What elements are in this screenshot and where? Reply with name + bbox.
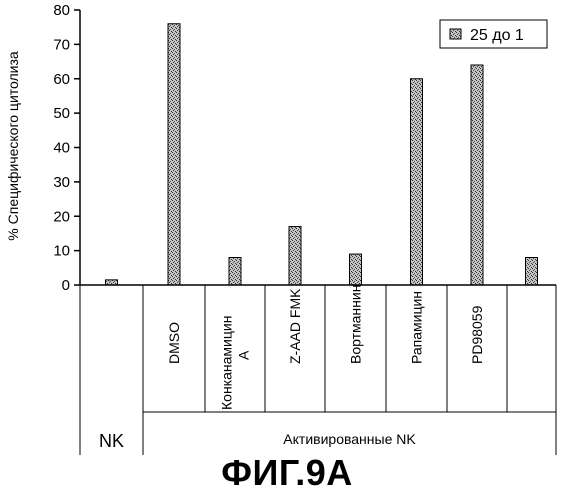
y-tick-label: 0 (62, 277, 70, 294)
bar (411, 79, 423, 285)
y-tick-label: 80 (53, 2, 70, 19)
group-label: Активированные NK (283, 431, 416, 447)
y-tick-label: 60 (53, 71, 70, 88)
bar (168, 24, 180, 285)
category-label: Вортманнин (348, 285, 364, 364)
bar (471, 65, 483, 285)
y-tick-label: 30 (53, 174, 70, 191)
legend-swatch (450, 29, 461, 39)
y-tick-label: 10 (53, 243, 70, 260)
bar (106, 280, 118, 285)
y-tick-label: 50 (53, 105, 70, 122)
bar (350, 254, 362, 285)
y-tick-label: 40 (53, 140, 70, 157)
category-label: A (236, 350, 252, 360)
category-label: Рапамицин (409, 291, 425, 364)
y-axis-label: % Специфического цитолиза (5, 51, 21, 241)
bar (229, 258, 241, 286)
category-label: Z-AAD FMK (287, 288, 303, 364)
category-label: DMSO (166, 322, 182, 364)
y-tick-label: 70 (53, 36, 70, 53)
figure-title: ФИГ.9А (0, 452, 574, 494)
category-label: PD98059 (469, 305, 485, 364)
category-label: NK (99, 431, 124, 451)
legend-label: 25 до 1 (470, 27, 524, 44)
y-tick-label: 20 (53, 208, 70, 225)
category-label: Конканамицин (219, 316, 235, 410)
bar (526, 258, 538, 286)
bar (289, 227, 301, 285)
